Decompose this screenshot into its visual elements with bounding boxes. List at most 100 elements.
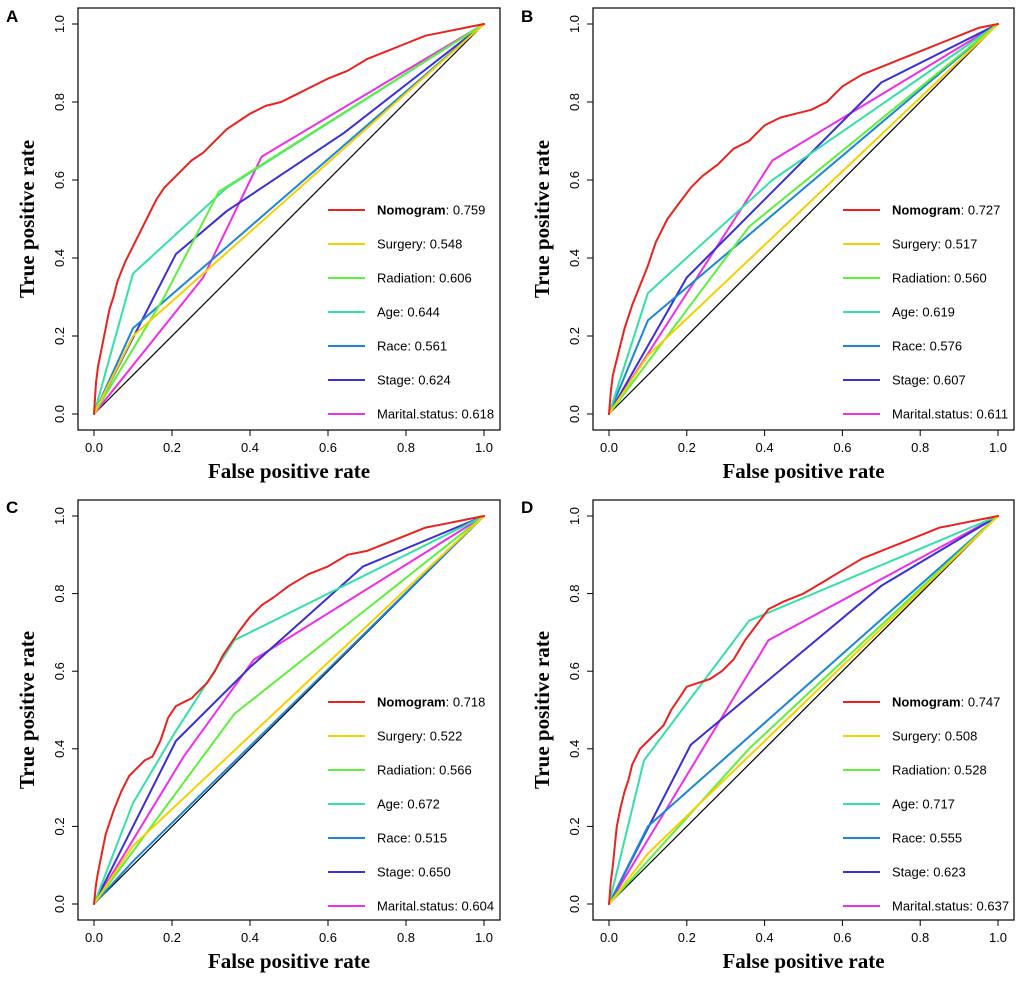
legend-name: Nomogram: [892, 695, 961, 710]
roc-panel-a: A 0.0 0.2 0.4 0.6 0.8 1.0 0.0 0.2 0.4 0.6 0.8 1.0 Fal…: [6, 7, 501, 483]
legend-entry: Radiation: 0.566: [377, 763, 472, 778]
legend-name: Age: [892, 305, 915, 320]
plot-frame: [592, 499, 1015, 921]
reference-diagonal: [608, 515, 999, 905]
legend-name: Nomogram: [377, 695, 446, 710]
legend-name: Marital.status: [377, 407, 455, 422]
legend-name: Race: [377, 339, 407, 354]
y-tick-label: 0.4: [52, 740, 67, 758]
legend-name: Surgery: [892, 729, 938, 744]
reference-diagonal: [608, 23, 999, 415]
legend-entry: Marital.status: 0.618: [377, 407, 494, 422]
legend-name: Marital.status: [892, 407, 970, 422]
legend: Nomogram: 0.727 Surgery: 0.517 Radiation: …: [843, 203, 1008, 422]
legend-auc: 0.624: [418, 373, 451, 388]
roc-curve-surgery: [93, 515, 485, 905]
legend-entry: Age: 0.672: [377, 797, 440, 812]
legend-entry: Nomogram: 0.727: [892, 203, 1000, 218]
roc-curve-surgery: [93, 23, 485, 415]
legend-auc: 0.515: [415, 831, 448, 846]
y-tick-label: 0.6: [52, 662, 67, 680]
panel-label: A: [6, 7, 18, 26]
legend-name: Stage: [892, 865, 926, 880]
legend: Nomogram: 0.759 Surgery: 0.548 Radiation: …: [328, 203, 494, 422]
roc-curve-nomogram: [93, 515, 485, 905]
legend-auc: 0.717: [922, 797, 955, 812]
legend-auc: 0.548: [430, 237, 463, 252]
roc-curve-marital-status: [608, 23, 999, 415]
legend-entry: Nomogram: 0.759: [377, 203, 485, 218]
legend-auc: 0.747: [968, 695, 1001, 710]
y-tick-label: 0.4: [52, 249, 67, 267]
legend-auc: 0.607: [933, 373, 966, 388]
x-tick-label: 0.6: [833, 440, 851, 455]
legend-entry: Radiation: 0.606: [377, 271, 472, 286]
y-tick-label: 0.2: [567, 327, 582, 345]
legend-auc: 0.618: [462, 407, 495, 422]
legend-entry: Radiation: 0.560: [892, 271, 987, 286]
legend-entry: Radiation: 0.528: [892, 763, 987, 778]
legend-name: Radiation: [892, 763, 947, 778]
roc-curve-stage: [93, 515, 485, 905]
y-axis-title: True positive rate: [15, 140, 39, 298]
legend-name: Nomogram: [892, 203, 961, 218]
roc-curve-radiation: [608, 515, 999, 905]
y-tick-label: 0.0: [52, 405, 67, 423]
x-tick-label: 0.4: [756, 440, 774, 455]
y-tick-label: 0.0: [567, 405, 582, 423]
x-tick-label: 0.0: [600, 440, 618, 455]
y-tick-label: 1.0: [52, 507, 67, 525]
legend-name: Age: [377, 797, 400, 812]
plot-frame: [77, 499, 501, 921]
x-tick-label: 0.2: [678, 930, 696, 945]
y-axis-title: True positive rate: [530, 140, 554, 298]
legend-auc: 0.718: [453, 695, 486, 710]
legend-entry: Age: 0.619: [892, 305, 955, 320]
y-tick-label: 0.8: [567, 93, 582, 111]
roc-panel-b: B 0.0 0.2 0.4 0.6 0.8 1.0 0.0 0.2 0.4 0.6 0.8 1.0 Fal…: [521, 7, 1015, 483]
legend-auc: 0.672: [407, 797, 440, 812]
legend-auc: 0.522: [430, 729, 463, 744]
y-axis-title: True positive rate: [15, 631, 39, 789]
roc-curve-surgery: [608, 23, 999, 415]
roc-curve-age: [93, 515, 485, 905]
x-tick-label: 0.0: [600, 930, 618, 945]
legend-entry: Stage: 0.623: [892, 865, 966, 880]
x-axis-title: False positive rate: [722, 459, 884, 483]
legend-entry: Race: 0.515: [377, 831, 447, 846]
roc-curve-nomogram: [608, 23, 999, 415]
legend-entry: Race: 0.555: [892, 831, 962, 846]
plot-frame: [592, 7, 1015, 431]
x-tick-label: 0.4: [241, 440, 259, 455]
legend-entry: Stage: 0.650: [377, 865, 451, 880]
y-axis-title: True positive rate: [530, 631, 554, 789]
roc-curve-age: [608, 515, 999, 905]
y-tick-label: 0.0: [52, 895, 67, 913]
legend-auc: 0.727: [968, 203, 1001, 218]
legend-entry: Age: 0.644: [377, 305, 440, 320]
legend-name: Race: [377, 831, 407, 846]
y-tick-label: 0.8: [52, 93, 67, 111]
legend-entry: Nomogram: 0.718: [377, 695, 485, 710]
legend-auc: 0.611: [977, 407, 1009, 422]
legend-auc: 0.555: [930, 831, 963, 846]
legend-name: Stage: [377, 865, 411, 880]
roc-curve-stage: [608, 23, 999, 415]
x-tick-label: 0.8: [397, 440, 415, 455]
legend-name: Age: [892, 797, 915, 812]
y-tick-label: 0.6: [567, 662, 582, 680]
legend: Nomogram: 0.747 Surgery: 0.508 Radiation: …: [843, 695, 1009, 914]
y-tick-label: 0.0: [567, 895, 582, 913]
legend-entry: Surgery: 0.517: [892, 237, 977, 252]
x-tick-label: 0.4: [241, 930, 259, 945]
legend-auc: 0.528: [954, 763, 987, 778]
y-tick-label: 1.0: [567, 15, 582, 33]
y-tick-label: 0.2: [52, 817, 67, 835]
legend-auc: 0.606: [439, 271, 472, 286]
x-tick-label: 0.6: [319, 930, 337, 945]
legend-entry: Race: 0.561: [377, 339, 447, 354]
roc-curve-radiation: [93, 23, 485, 415]
legend-name: Stage: [377, 373, 411, 388]
roc-curve-surgery: [608, 515, 999, 905]
x-axis-title: False positive rate: [722, 949, 884, 973]
